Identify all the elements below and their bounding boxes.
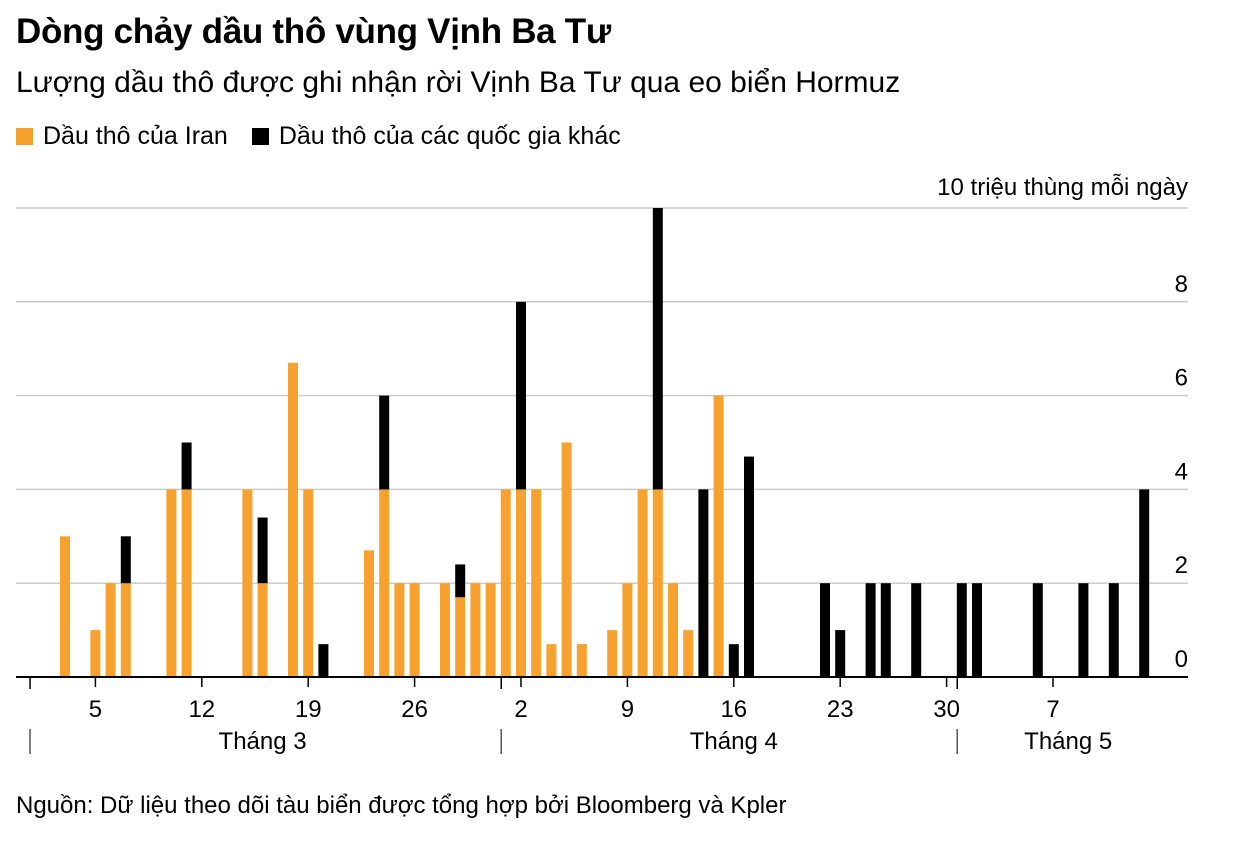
- bar: [485, 583, 496, 677]
- bar: [379, 489, 390, 677]
- bar: [668, 583, 678, 677]
- x-tick-label: 16: [720, 696, 747, 723]
- bar: [500, 489, 511, 677]
- bar: [713, 395, 724, 677]
- bar: [318, 644, 329, 677]
- bar: [1078, 583, 1089, 677]
- grid-lines: [16, 207, 1188, 584]
- x-tick-label: 7: [1046, 696, 1059, 723]
- x-tick-label: 12: [188, 696, 215, 723]
- bar: [257, 517, 268, 584]
- bar: [972, 583, 982, 677]
- month-label: Tháng 3: [219, 728, 307, 755]
- bar: [440, 583, 450, 677]
- x-tick-label: 9: [621, 696, 634, 723]
- y-tick-label: 0: [1175, 646, 1188, 673]
- y-axis: 10 triệu thùng mỗi ngày 0 2 4 6 8: [937, 174, 1188, 673]
- chart-legend: Dầu thô của Iran Dầu thô của các quốc gi…: [16, 122, 645, 151]
- bar: [835, 630, 846, 677]
- legend-swatch-iran: [16, 128, 33, 145]
- bar: [455, 564, 466, 598]
- bar: [409, 583, 420, 677]
- bar: [652, 208, 663, 490]
- bar: [698, 489, 709, 677]
- x-tick-label: 2: [514, 696, 527, 723]
- bar: [607, 630, 618, 677]
- bar: [622, 583, 633, 677]
- y-tick-label: 8: [1175, 271, 1188, 298]
- legend-swatch-other: [251, 128, 269, 145]
- source-note: Nguồn: Dữ liệu theo dõi tàu biển được tổ…: [16, 792, 787, 819]
- bar: [379, 395, 390, 490]
- bar: [1139, 489, 1150, 677]
- y-tick-label: 6: [1175, 365, 1188, 392]
- bar: [683, 630, 694, 677]
- bar: [303, 489, 314, 677]
- y-tick-label: 4: [1175, 458, 1188, 485]
- bar: [105, 583, 116, 677]
- bar: [120, 536, 131, 584]
- bar: [956, 583, 967, 677]
- y-tick-label: 2: [1175, 552, 1188, 579]
- bar: [546, 644, 557, 677]
- bar: [516, 489, 526, 677]
- bar: [820, 583, 830, 677]
- bar: [60, 536, 70, 677]
- bar: [288, 362, 298, 677]
- bar: [531, 489, 542, 677]
- month-label: Tháng 5: [1024, 728, 1112, 755]
- bar: [880, 583, 891, 677]
- bar: [637, 489, 648, 677]
- bar: [865, 583, 876, 677]
- bar: [728, 644, 739, 677]
- x-tick-label: 19: [295, 696, 322, 723]
- bar: [181, 442, 192, 490]
- bar: [166, 489, 177, 677]
- x-tick-label: 30: [933, 696, 960, 723]
- chart-title: Dòng chảy dầu thô vùng Vịnh Ba Tư: [16, 12, 611, 51]
- bar: [1108, 583, 1119, 677]
- bar: [911, 583, 922, 677]
- x-tick-label: 23: [827, 696, 854, 723]
- bar: [364, 550, 374, 677]
- x-axis: 5 12 19 26 2 9 16 23 30 7 Tháng 3 Tháng 4 Tháng 5: [16, 676, 1188, 755]
- unit-label: 10 triệu thùng mỗi ngày: [937, 174, 1188, 201]
- bar: [652, 489, 663, 677]
- bar: [576, 644, 587, 677]
- bar: [257, 583, 268, 677]
- legend-label-other: Dầu thô của các quốc gia khác: [278, 122, 621, 150]
- bar: [561, 442, 572, 677]
- bars: [60, 208, 1150, 677]
- chart-subtitle: Lượng dầu thô được ghi nhận rời Vịnh Ba …: [16, 66, 901, 99]
- bar: [90, 630, 101, 677]
- bar: [242, 489, 253, 677]
- bar: [455, 597, 466, 677]
- x-tick-label: 5: [89, 696, 102, 723]
- legend-item-iran: Dầu thô của Iran: [16, 122, 228, 151]
- x-tick-label: 26: [401, 696, 428, 723]
- bar: [394, 583, 405, 677]
- bar: [181, 489, 192, 677]
- bar: [1032, 583, 1043, 677]
- legend-item-other: Dầu thô của các quốc gia khác: [251, 122, 621, 151]
- bar: [516, 301, 526, 490]
- bar: [470, 583, 481, 677]
- bar: [744, 456, 754, 677]
- legend-label-iran: Dầu thô của Iran: [43, 122, 228, 150]
- month-label: Tháng 4: [690, 728, 778, 755]
- bar: [120, 583, 131, 677]
